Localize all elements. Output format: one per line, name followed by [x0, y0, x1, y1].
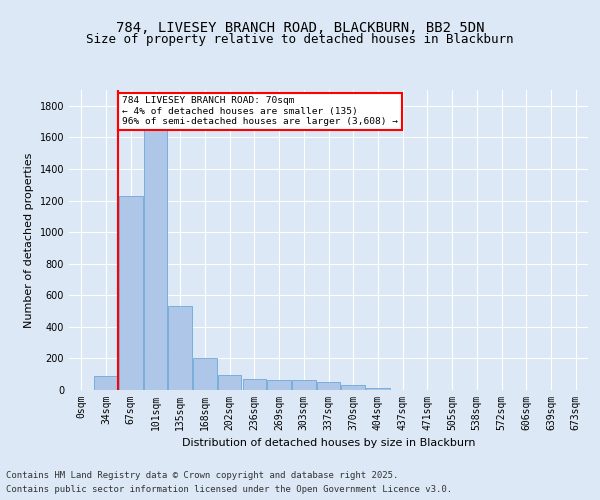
Bar [119, 196, 143, 390]
Bar [144, 122, 167, 390]
Bar [242, 379, 266, 390]
Bar [94, 376, 118, 390]
Bar [193, 358, 217, 390]
Bar [366, 388, 389, 390]
Text: Contains HM Land Registry data © Crown copyright and database right 2025.: Contains HM Land Registry data © Crown c… [6, 472, 398, 480]
Bar [317, 382, 340, 390]
X-axis label: Distribution of detached houses by size in Blackburn: Distribution of detached houses by size … [182, 438, 475, 448]
Bar [218, 375, 241, 390]
Text: 784, LIVESEY BRANCH ROAD, BLACKBURN, BB2 5DN: 784, LIVESEY BRANCH ROAD, BLACKBURN, BB2… [116, 20, 484, 34]
Text: 784 LIVESEY BRANCH ROAD: 70sqm
← 4% of detached houses are smaller (135)
96% of : 784 LIVESEY BRANCH ROAD: 70sqm ← 4% of d… [122, 96, 398, 126]
Bar [292, 380, 316, 390]
Bar [169, 306, 192, 390]
Bar [341, 386, 365, 390]
Y-axis label: Number of detached properties: Number of detached properties [24, 152, 34, 328]
Text: Size of property relative to detached houses in Blackburn: Size of property relative to detached ho… [86, 34, 514, 46]
Bar [268, 380, 291, 390]
Text: Contains public sector information licensed under the Open Government Licence v3: Contains public sector information licen… [6, 484, 452, 494]
